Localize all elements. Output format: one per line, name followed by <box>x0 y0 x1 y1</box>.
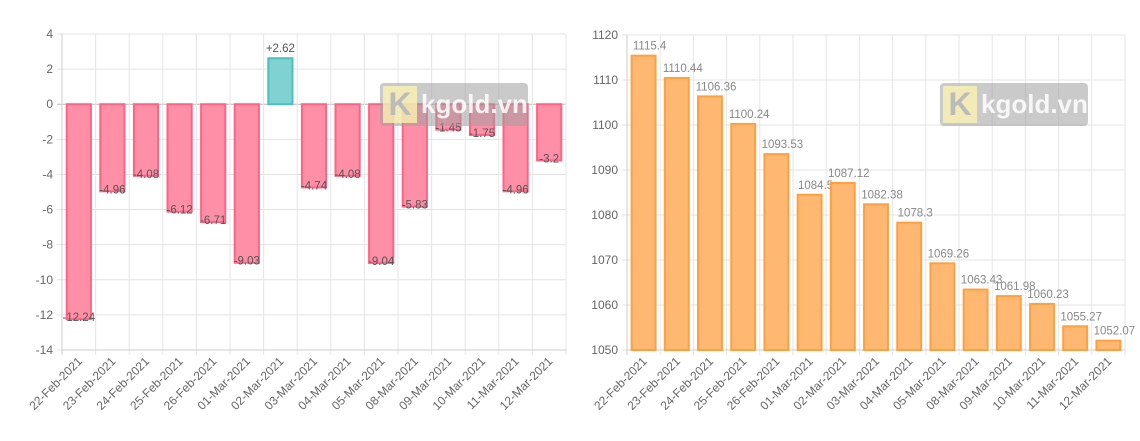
bar <box>334 103 361 177</box>
y-tick-label: -10 <box>36 273 54 287</box>
y-tick-label: 0 <box>46 97 53 111</box>
bar <box>65 103 92 321</box>
data-label: -6.12 <box>166 205 192 217</box>
data-label: -4.96 <box>99 184 125 196</box>
y-tick-label: -4 <box>42 167 53 181</box>
data-label: -12.24 <box>62 312 95 324</box>
data-label: -4.08 <box>133 169 159 181</box>
data-label: 1060.23 <box>1027 289 1069 301</box>
bar <box>1095 339 1122 351</box>
y-tick-label: 1050 <box>591 343 618 357</box>
data-label: -1.75 <box>469 128 495 140</box>
bar <box>368 103 395 264</box>
data-label: -4.96 <box>502 184 528 196</box>
bar <box>896 221 923 351</box>
bar <box>132 103 160 177</box>
bar <box>663 77 690 352</box>
k-logo-icon: K <box>943 86 977 123</box>
y-tick-label: 1060 <box>591 298 618 312</box>
bar <box>630 54 657 351</box>
data-label: 1063.43 <box>961 275 1003 287</box>
data-label: -9.03 <box>234 256 260 268</box>
k-logo-icon: K <box>383 86 417 123</box>
y-tick-label: -14 <box>36 343 54 357</box>
data-label: 1087.12 <box>828 168 870 180</box>
y-tick-label: -6 <box>42 203 53 217</box>
bar <box>929 262 956 351</box>
data-label: 1093.53 <box>762 139 804 151</box>
bar <box>99 103 126 193</box>
data-label: 1084.5 <box>798 180 833 192</box>
bar <box>829 181 856 351</box>
data-label: -3.2 <box>539 153 559 165</box>
bar <box>300 103 328 189</box>
data-label: -9.04 <box>368 256 395 268</box>
y-tick-label: 1080 <box>591 208 618 222</box>
y-tick-label: -12 <box>36 308 54 322</box>
bar <box>962 288 989 352</box>
bar <box>200 103 227 224</box>
bar <box>267 57 294 106</box>
watermark-text: kgold.vn <box>981 89 1088 119</box>
data-label: 1061.98 <box>994 281 1036 293</box>
bar <box>730 122 757 351</box>
bar <box>1062 325 1089 352</box>
y-tick-label: 1090 <box>591 163 618 177</box>
y-tick-label: 4 <box>46 27 53 41</box>
kgold-watermark-right: K kgold.vn <box>940 83 1088 126</box>
data-label: +2.62 <box>266 43 295 55</box>
data-label: 1082.38 <box>861 189 903 201</box>
y-tick-label: 1100 <box>592 118 618 132</box>
data-label: 1115.4 <box>633 41 667 53</box>
kgold-watermark-left: K kgold.vn <box>380 83 528 126</box>
bar <box>166 103 193 213</box>
data-label: -5.83 <box>402 200 428 212</box>
data-label: 1055.27 <box>1060 311 1102 323</box>
y-tick-label: -2 <box>42 132 53 146</box>
bar <box>536 103 563 162</box>
bar <box>863 203 889 351</box>
y-tick-label: -8 <box>42 238 53 252</box>
data-label: -6.71 <box>200 215 226 227</box>
data-label: 1110.44 <box>663 63 703 75</box>
data-label: -4.08 <box>334 169 360 181</box>
data-label: 1069.26 <box>928 248 970 260</box>
bar <box>763 153 790 351</box>
bar <box>796 193 823 351</box>
data-label: 1052.07 <box>1094 326 1136 338</box>
data-label: -4.74 <box>301 180 328 192</box>
watermark-text: kgold.vn <box>421 89 528 119</box>
data-label: 1078.3 <box>898 208 933 220</box>
data-label: 1100.24 <box>729 109 770 121</box>
y-tick-label: 2 <box>46 62 53 76</box>
bar <box>995 295 1022 351</box>
y-tick-label: 1120 <box>592 28 618 42</box>
bar <box>233 103 260 264</box>
y-tick-label: 1070 <box>591 253 618 267</box>
bar <box>697 95 723 351</box>
y-tick-label: 1110 <box>593 73 618 87</box>
bar <box>1029 302 1055 351</box>
data-label: 1106.36 <box>696 81 737 93</box>
